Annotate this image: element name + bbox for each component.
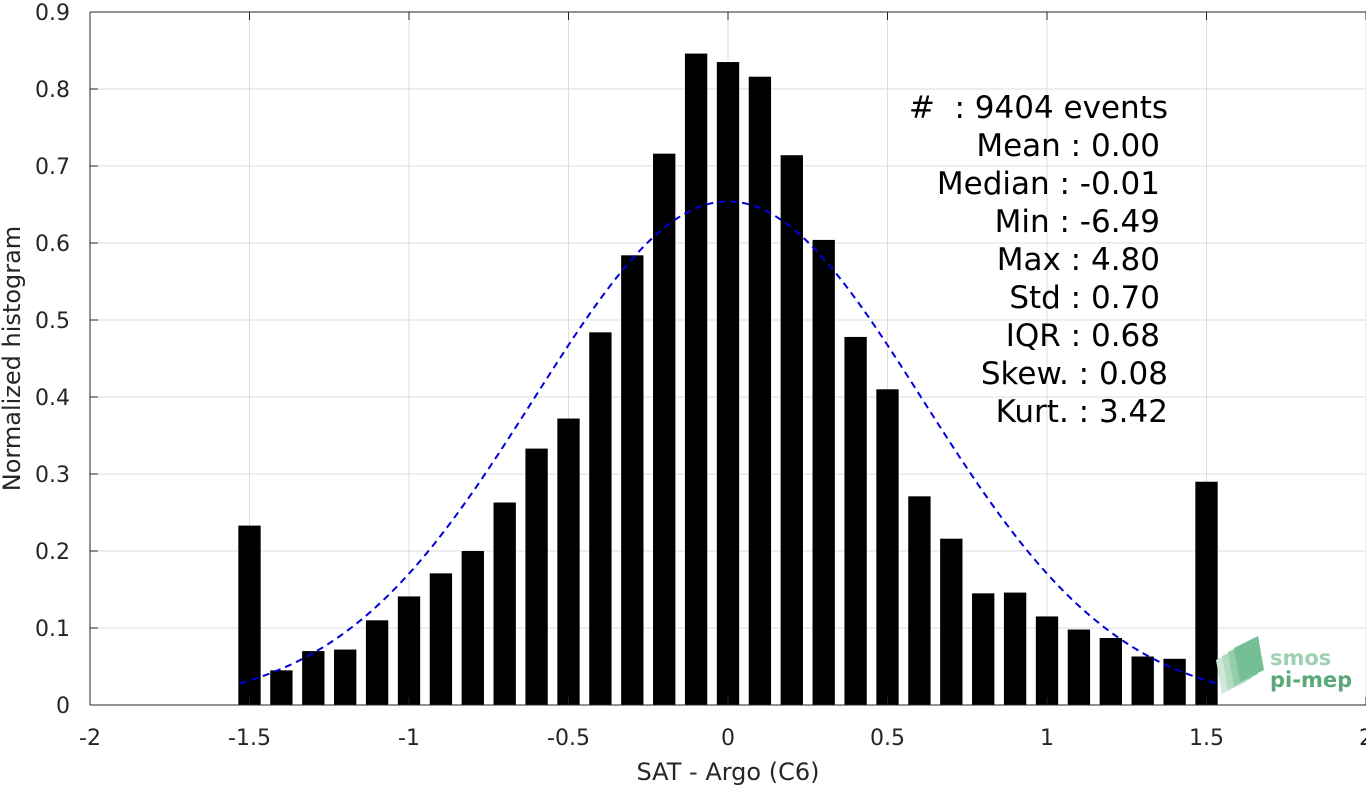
histogram-bar (302, 651, 325, 705)
histogram-bar (365, 620, 389, 705)
histogram-bar (653, 153, 676, 705)
y-tick-label: 0.2 (35, 540, 70, 565)
stat-line: Max : 4.80 (997, 242, 1160, 278)
histogram-bar (844, 336, 867, 705)
x-tick-label: 1.5 (1189, 726, 1224, 751)
logo-mark-icon (1216, 636, 1264, 694)
stat-line: Kurt. : 3.42 (996, 394, 1168, 430)
y-axis-label: Normalized histogram (0, 226, 26, 491)
logo-line1: smos (1270, 646, 1331, 670)
x-tick-label: 2 (1359, 726, 1366, 751)
histogram-bar (429, 573, 453, 705)
stat-line: Min : -6.49 (995, 204, 1160, 240)
x-tick-label: -1 (398, 726, 420, 751)
histogram-bar (1131, 656, 1154, 705)
stat-line: Mean : 0.00 (976, 128, 1160, 164)
histogram-bar (621, 255, 644, 705)
histogram-bar (1067, 629, 1091, 705)
x-tick-label: -0.5 (547, 726, 590, 751)
y-tick-labels: 0 0.1 0.2 0.3 0.4 0.5 0.6 0.7 0.8 0.9 (35, 1, 70, 719)
logo-line2: pi-mep (1270, 668, 1352, 692)
stat-line: Std : 0.70 (1009, 280, 1160, 316)
y-tick-label: 0.6 (35, 232, 70, 257)
y-tick-label: 0.4 (35, 386, 70, 411)
histogram-bar (270, 670, 293, 705)
histogram-bar (748, 76, 772, 706)
y-tick-label: 0.5 (35, 309, 70, 334)
histogram-bar (1099, 638, 1122, 705)
stat-line: IQR : 0.68 (1006, 318, 1160, 354)
stat-line: Median : -0.01 (937, 166, 1160, 202)
logo-layer (1234, 636, 1264, 682)
x-tick-label: 1 (1040, 726, 1054, 751)
histogram-bar (940, 538, 963, 705)
y-tick-label: 0.3 (35, 463, 70, 488)
x-tick-label: -2 (79, 726, 101, 751)
x-axis-label: SAT - Argo (C6) (637, 758, 820, 786)
histogram-bar (684, 53, 708, 705)
histogram-bar (812, 239, 835, 706)
stat-line: Skew. : 0.08 (981, 356, 1168, 392)
y-tick-label: 0.1 (35, 617, 70, 642)
y-tick-label: 0.9 (35, 1, 70, 26)
histogram-bar (461, 551, 484, 705)
histogram-bar (238, 525, 261, 705)
histogram-bar (525, 448, 548, 705)
bars (238, 53, 1218, 706)
y-tick-label: 0.7 (35, 155, 70, 180)
histogram-bar (1003, 592, 1027, 705)
histogram-bar (589, 332, 612, 705)
histogram-bar (397, 596, 421, 705)
histogram-bar (876, 389, 899, 705)
x-tick-labels: -2 -1.5 -1 -0.5 0 0.5 1 1.5 2 (79, 726, 1366, 751)
histogram-bar (972, 593, 995, 705)
y-tick-label: 0 (56, 694, 70, 719)
histogram-bar (1035, 616, 1059, 705)
x-tick-label: 0 (721, 726, 735, 751)
x-tick-label: -1.5 (228, 726, 271, 751)
histogram-bar (780, 155, 803, 706)
x-tick-label: 0.5 (870, 726, 905, 751)
stat-line: # : 9404 events (909, 90, 1168, 126)
gaussian-fit-curve (239, 200, 1217, 685)
y-tick-label: 0.8 (35, 78, 70, 103)
histogram-bar (908, 496, 931, 705)
smos-pimep-logo: smos pi-mep (1216, 636, 1352, 694)
axes (89, 11, 1366, 706)
histogram-bar (334, 649, 357, 705)
histogram-bar (1195, 481, 1218, 705)
histogram-bar (557, 418, 580, 705)
histogram-bar (493, 502, 516, 705)
histogram-bar (716, 62, 740, 706)
